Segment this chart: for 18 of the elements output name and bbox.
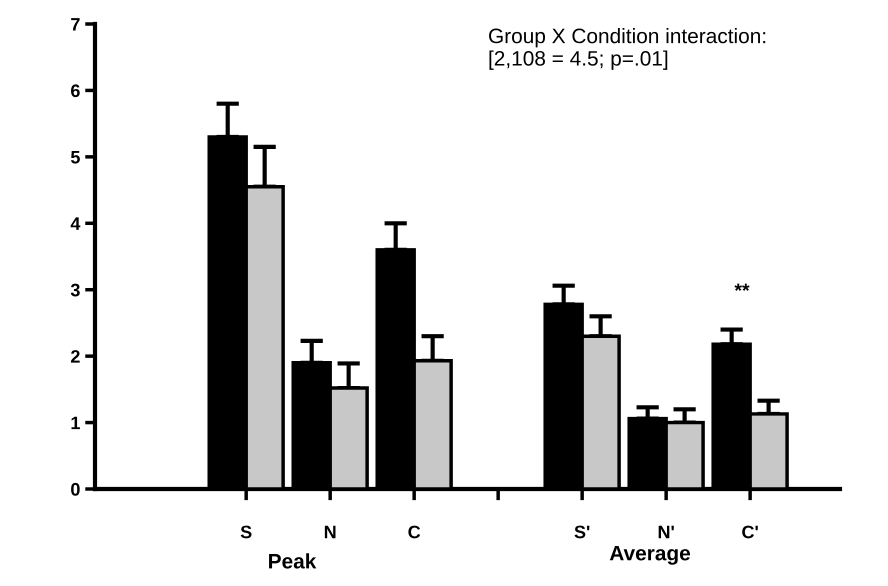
x-tick-label: S' bbox=[574, 526, 590, 538]
y-tick-label: 3 bbox=[70, 284, 80, 296]
x-tick-label: N' bbox=[658, 526, 674, 538]
x-tick-label: C bbox=[408, 526, 420, 538]
y-tick-label: 5 bbox=[70, 150, 80, 164]
x-tick-label: N bbox=[324, 526, 336, 538]
y-tick-label: 2 bbox=[71, 350, 80, 363]
text: Peak bbox=[269, 553, 316, 569]
y-tick-label: 4 bbox=[70, 217, 80, 230]
y-tick-label: 1 bbox=[72, 416, 80, 430]
x-tick-label: S bbox=[240, 526, 252, 538]
y-tick-label: 6 bbox=[71, 84, 80, 98]
annotation: Group X Condition interaction: [2,108 = 4.5; p=.01] bbox=[489, 28, 766, 70]
y-tick-label: 0 bbox=[71, 482, 80, 496]
text: Average bbox=[610, 546, 690, 565]
x-tick-label: C' bbox=[742, 526, 758, 538]
y-tick-label: 7 bbox=[71, 18, 80, 31]
annotation: ** bbox=[734, 284, 750, 291]
